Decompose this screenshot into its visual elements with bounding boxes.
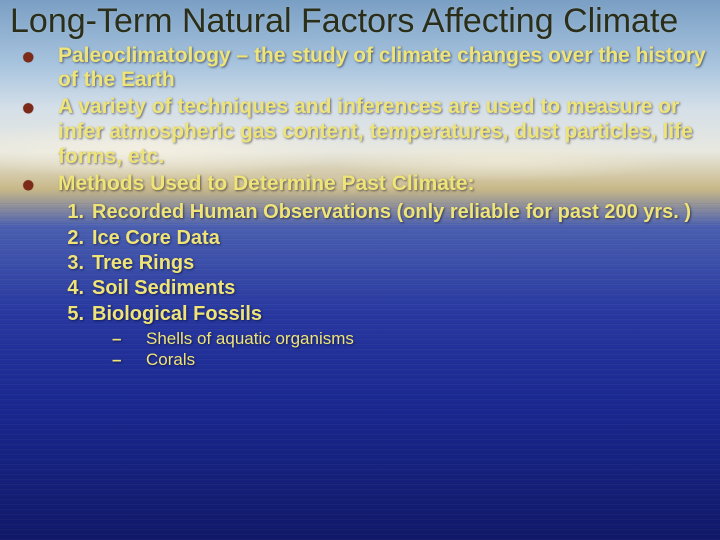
bullet-item: A variety of techniques and inferences a… bbox=[14, 95, 706, 169]
dash-list: Shells of aquatic organisms Corals bbox=[10, 328, 710, 371]
numbered-item: Soil Sediments bbox=[50, 276, 710, 300]
numbered-item: Ice Core Data bbox=[50, 226, 710, 250]
bullet-item: Paleoclimatology – the study of climate … bbox=[14, 44, 706, 94]
slide-root: Long-Term Natural Factors Affecting Clim… bbox=[0, 0, 720, 540]
numbered-item: Biological Fossils bbox=[50, 302, 710, 326]
numbered-item: Tree Rings bbox=[50, 251, 710, 275]
dash-item: Corals bbox=[106, 349, 710, 370]
numbered-item: Recorded Human Observations (only reliab… bbox=[50, 200, 710, 224]
bullet-item: Methods Used to Determine Past Climate: bbox=[14, 172, 706, 197]
dash-item: Shells of aquatic organisms bbox=[106, 328, 710, 349]
top-bullet-list: Paleoclimatology – the study of climate … bbox=[10, 44, 710, 197]
slide-title: Long-Term Natural Factors Affecting Clim… bbox=[10, 4, 710, 40]
numbered-list: Recorded Human Observations (only reliab… bbox=[10, 200, 710, 326]
